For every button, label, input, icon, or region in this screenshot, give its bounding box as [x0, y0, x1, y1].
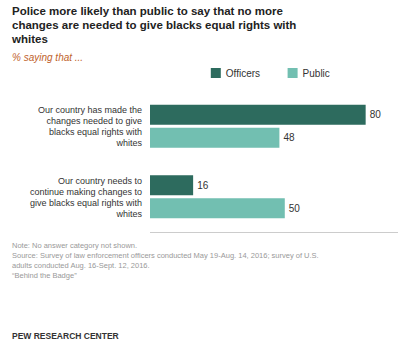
data-label: 80	[370, 109, 382, 120]
note: Note: No answer category not shown.Sourc…	[12, 241, 319, 280]
text-line: adults conducted Aug. 16-Sept. 12, 2016.	[12, 261, 150, 270]
legend-swatch	[288, 68, 298, 78]
text-line: Our country has made the	[38, 105, 142, 115]
text-line: whites	[115, 209, 142, 219]
credit: PEW RESEARCH CENTER	[12, 331, 119, 341]
text-line: Police more likely than public to say th…	[12, 5, 283, 17]
subtitle: % saying that ...	[12, 52, 83, 63]
category-label: Our country needs tocontinue making chan…	[30, 176, 143, 219]
text-line: Note: No answer category not shown.	[12, 241, 137, 250]
bar	[150, 175, 193, 195]
bars	[150, 105, 366, 219]
text-line: “Behind the Badge”	[12, 271, 77, 280]
category-label: Our country has made thechanges needed t…	[38, 105, 143, 148]
text-line: whites	[11, 33, 48, 45]
legend-label: Public	[303, 68, 330, 79]
text-line: Source: Survey of law enforcement office…	[12, 251, 319, 260]
bar	[150, 198, 285, 218]
legend-label: Officers	[226, 68, 260, 79]
text-line: continue making changes to	[30, 187, 142, 197]
text-line: blacks equal rights with	[49, 127, 142, 137]
data-label: 50	[289, 203, 301, 214]
legend-swatch	[211, 68, 221, 78]
text-line: give blacks equal rights with	[30, 198, 142, 208]
legend: Officers Public	[211, 68, 330, 79]
title: Police more likely than public to say th…	[11, 5, 296, 45]
data-label: 48	[283, 132, 295, 143]
text-line: changes needed to give	[46, 116, 142, 126]
labels: Our country has made thechanges needed t…	[30, 105, 381, 219]
bar	[150, 105, 366, 125]
background	[0, 0, 420, 349]
x-axis-line	[150, 232, 398, 233]
text-line: Our country needs to	[58, 176, 142, 186]
text-line: changes are needed to give blacks equal …	[12, 19, 296, 31]
text-line: whites	[115, 138, 142, 148]
bar	[150, 128, 279, 148]
chart: Police more likely than public to say th…	[0, 0, 420, 349]
data-label: 16	[197, 180, 209, 191]
